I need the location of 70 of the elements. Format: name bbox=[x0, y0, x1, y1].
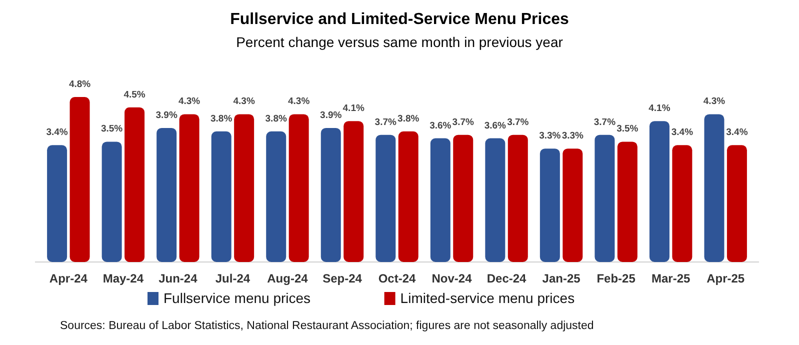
data-label: 3.9% bbox=[320, 110, 342, 121]
chart-title: Fullservice and Limited-Service Menu Prices bbox=[230, 11, 569, 28]
bar bbox=[485, 138, 506, 262]
data-label: 4.5% bbox=[124, 89, 146, 100]
data-label: 3.4% bbox=[46, 127, 68, 138]
data-label: 3.3% bbox=[539, 130, 562, 142]
data-label: 3.7% bbox=[594, 116, 616, 128]
x-tick-label: Dec-24 bbox=[486, 272, 527, 286]
bar bbox=[726, 145, 747, 262]
data-label: 3.6% bbox=[484, 120, 507, 132]
bar bbox=[672, 145, 692, 262]
x-tick-label: Nov-24 bbox=[432, 272, 472, 286]
bar bbox=[124, 107, 145, 262]
data-label: 4.3% bbox=[178, 96, 201, 108]
x-tick-label: Feb-25 bbox=[596, 272, 636, 286]
x-tick-label: Apr-24 bbox=[49, 272, 88, 286]
bar bbox=[562, 148, 583, 262]
data-label: 3.7% bbox=[452, 116, 475, 128]
bar bbox=[70, 97, 90, 262]
bar bbox=[320, 128, 341, 262]
bar bbox=[211, 131, 232, 262]
bar bbox=[376, 134, 396, 262]
data-label: 3.5% bbox=[100, 124, 124, 135]
data-label: 3.6% bbox=[430, 120, 452, 132]
x-tick-label: Aug-24 bbox=[267, 272, 308, 286]
x-tick-label: Sep-24 bbox=[322, 272, 362, 286]
data-label: 3.7% bbox=[507, 116, 530, 128]
data-label: 3.3% bbox=[562, 130, 584, 142]
data-label: 3.4% bbox=[671, 127, 694, 138]
bar bbox=[540, 148, 560, 262]
data-label: 4.1% bbox=[342, 103, 365, 114]
data-label: 4.3% bbox=[233, 96, 256, 108]
bar bbox=[430, 138, 450, 262]
data-label: 4.3% bbox=[703, 96, 726, 108]
bar bbox=[508, 134, 528, 262]
x-tick-label: Jul-24 bbox=[215, 272, 250, 286]
bar bbox=[288, 114, 309, 262]
bar bbox=[234, 114, 254, 262]
data-label: 3.4% bbox=[726, 127, 748, 138]
data-label: 3.8% bbox=[210, 113, 233, 124]
legend-label: Limited-service menu prices bbox=[400, 290, 575, 306]
bar bbox=[398, 131, 418, 262]
bar bbox=[266, 131, 286, 262]
data-label: 3.5% bbox=[616, 124, 639, 135]
data-label: 4.3% bbox=[288, 96, 310, 108]
x-tick-label: Apr-25 bbox=[706, 272, 745, 286]
x-tick-label: Mar-25 bbox=[651, 272, 690, 286]
bar bbox=[594, 134, 615, 262]
bar bbox=[704, 114, 724, 262]
chart-subtitle: Percent change versus same month in previous year bbox=[236, 34, 564, 50]
x-tick-label: Jan-25 bbox=[542, 272, 581, 286]
bar bbox=[102, 142, 122, 262]
bar bbox=[344, 121, 364, 262]
bar bbox=[179, 114, 200, 262]
bar bbox=[47, 145, 68, 262]
data-label: 4.8% bbox=[68, 79, 92, 90]
data-label: 4.1% bbox=[648, 103, 671, 114]
data-label: 3.8% bbox=[265, 113, 288, 124]
data-label: 3.8% bbox=[398, 113, 420, 124]
legend-label: Fullservice menu prices bbox=[164, 290, 311, 306]
bar bbox=[453, 134, 474, 262]
bar bbox=[649, 121, 670, 262]
data-label: 3.7% bbox=[374, 116, 398, 128]
x-tick-label: May-24 bbox=[102, 272, 144, 286]
x-tick-label: Jun-24 bbox=[158, 272, 198, 286]
source-note: Sources: Bureau of Labor Statistics, National Restaurant Association; figures are not seasonally adjusted bbox=[60, 320, 594, 332]
bar bbox=[156, 128, 177, 262]
x-tick-label: Oct-24 bbox=[378, 272, 416, 286]
bar bbox=[617, 142, 638, 262]
data-label: 3.9% bbox=[156, 110, 178, 121]
